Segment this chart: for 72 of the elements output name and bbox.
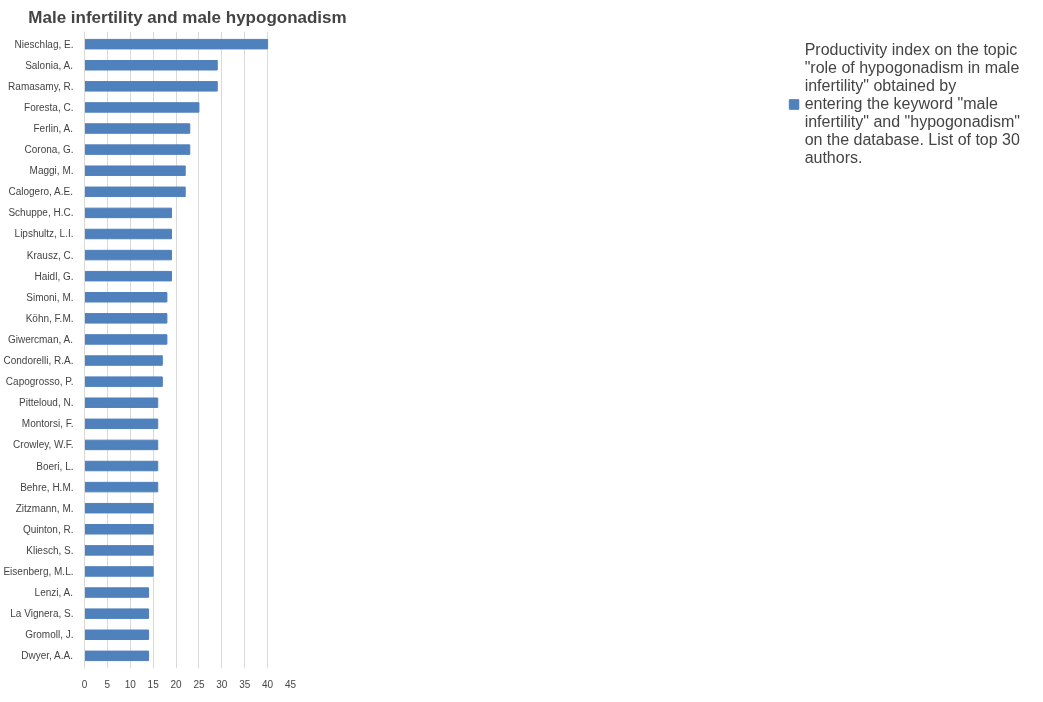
y-tick-label: Dwyer, A.A. — [21, 650, 73, 662]
x-tick-label: 35 — [239, 678, 251, 690]
bar — [84, 481, 159, 493]
y-tick-label: Foresta, C. — [24, 101, 74, 113]
bar — [84, 439, 159, 451]
y-tick-label: Simoni, M. — [26, 291, 74, 303]
y-tick-label: Corona, G. — [24, 144, 74, 156]
y-tick-label: Krausz, C. — [26, 249, 74, 261]
bar — [84, 144, 191, 155]
x-tick-label: 45 — [284, 678, 297, 690]
y-tick-label: Capogrosso, P. — [5, 376, 74, 388]
bar — [84, 587, 150, 598]
bar — [84, 186, 186, 198]
x-tick-label: 30 — [216, 678, 228, 690]
y-tick-label: Lenzi, A. — [34, 587, 73, 599]
bar — [84, 60, 218, 71]
y-tick-label: Montorsi, F. — [21, 418, 74, 430]
y-tick-label: Gromoll, J. — [25, 629, 74, 641]
y-tick-label: Behre, H.M. — [20, 481, 74, 493]
y-tick-label: Crowley, W.F. — [13, 439, 74, 451]
y-tick-label: Zitzmann, M. — [15, 502, 74, 514]
bar — [84, 292, 168, 303]
y-tick-label: Lipshultz, L.I. — [14, 228, 74, 240]
bar — [84, 228, 172, 240]
y-tick-label: Schuppe, H.C. — [8, 207, 74, 219]
y-tick-label: Haidl, G. — [34, 270, 74, 282]
x-tick-label: 15 — [147, 678, 160, 690]
bar — [84, 566, 154, 577]
bar — [84, 81, 218, 92]
bar — [84, 460, 159, 472]
bar — [84, 38, 269, 50]
y-tick-label: Ramasamy, R. — [8, 80, 74, 92]
y-tick-label: Quinton, R. — [22, 523, 74, 535]
y-tick-label: Calogero, A.E. — [8, 186, 73, 198]
y-tick-label: Boeri, L. — [36, 460, 74, 472]
y-tick-label: Maggi, M. — [29, 165, 74, 177]
x-tick-label: 40 — [262, 678, 274, 690]
chart-title: Male infertility and male hypogonadism — [28, 7, 347, 27]
bar — [84, 545, 154, 556]
y-tick-label: Pitteloud, N. — [19, 397, 74, 409]
bar — [84, 102, 200, 113]
bar — [84, 313, 168, 324]
bar — [84, 524, 154, 535]
y-tick-label: Köhn, F.M. — [25, 312, 74, 324]
y-tick-label: Kliesch, S. — [26, 544, 74, 556]
y-tick-label: La Vignera, S. — [10, 608, 74, 620]
bar — [84, 502, 154, 514]
x-tick-label: 20 — [170, 678, 183, 690]
x-tick-label: 0 — [81, 678, 88, 690]
x-tick-label: 5 — [104, 678, 111, 690]
x-tick-label: 25 — [193, 678, 205, 690]
y-tick-label: Giwercman, A. — [7, 333, 73, 345]
bar — [84, 397, 159, 408]
y-tick-label: Nieschlag, E. — [14, 38, 74, 50]
bar — [84, 608, 150, 619]
y-tick-label: Ferlin, A. — [33, 123, 73, 135]
x-tick-label: 10 — [124, 678, 137, 690]
bar — [84, 165, 186, 176]
bar — [84, 629, 150, 640]
y-tick-label: Condorelli, R.A. — [3, 355, 74, 367]
legend-label: Productivity index on the topic "role of hypogonadism in male infertility" obtained by entering the keyword "male infertility" and "hypogonadism" on the database. List of top 30 authors. — [804, 41, 1020, 167]
bar — [84, 334, 168, 345]
y-tick-label: Salonia, A. — [25, 59, 73, 71]
y-tick-label: Eisenberg, M.L. — [3, 565, 74, 577]
bar — [84, 207, 172, 219]
bar — [84, 650, 150, 662]
bar — [84, 270, 172, 282]
bar — [84, 123, 191, 134]
bar — [84, 376, 163, 387]
bar — [84, 355, 163, 366]
bar — [84, 249, 172, 261]
bar — [84, 418, 159, 430]
